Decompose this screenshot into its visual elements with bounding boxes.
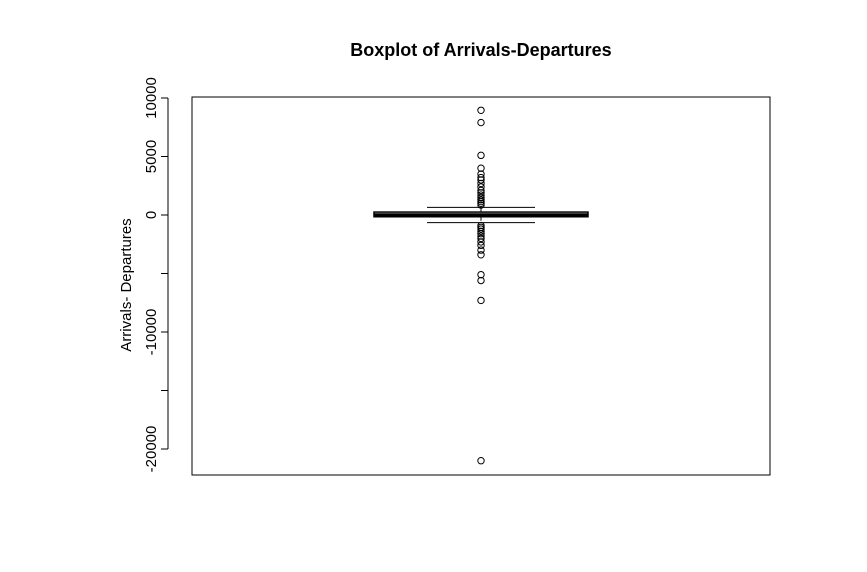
- outlier-point: [477, 170, 485, 178]
- chart-title: Boxplot of Arrivals-Departures: [350, 40, 611, 60]
- outlier-point: [477, 457, 485, 465]
- outlier-point: [477, 164, 485, 172]
- outlier-point: [477, 270, 485, 279]
- outlier-point: [477, 151, 485, 160]
- outlier-point: [477, 201, 485, 209]
- outlier-point: [477, 106, 485, 114]
- y-tick-label: 10000: [143, 77, 160, 119]
- outlier-point: [477, 186, 485, 195]
- outlier-point: [477, 176, 485, 184]
- outlier-point: [477, 183, 485, 191]
- outlier-point: [477, 193, 485, 202]
- outlier-point: [477, 276, 485, 285]
- box-layer: [373, 206, 589, 224]
- y-axis: -20000 -10000 0 5000 10000: [143, 77, 169, 473]
- outlier-point: [477, 225, 485, 233]
- outlier-point: [477, 179, 485, 188]
- outlier-layer: [477, 106, 485, 465]
- y-tick-label: -10000: [143, 309, 160, 356]
- outlier-point: [477, 238, 485, 246]
- y-tick-label: 0: [143, 211, 160, 219]
- outlier-point: [477, 173, 485, 182]
- outlier-point: [477, 189, 485, 197]
- outlier-point: [477, 296, 485, 305]
- y-tick-label: -20000: [143, 426, 160, 473]
- outlier-point: [477, 234, 485, 243]
- y-axis-label: Arrivals- Departures: [118, 218, 135, 351]
- outlier-point: [477, 246, 485, 254]
- outlier-point: [477, 241, 485, 250]
- plot-frame: [191, 96, 771, 476]
- y-tick-label: 5000: [143, 140, 160, 173]
- outlier-point: [477, 251, 485, 259]
- outlier-point: [477, 118, 485, 127]
- outlier-point: [477, 230, 485, 238]
- outlier-point: [477, 227, 485, 236]
- outlier-point: [477, 232, 485, 240]
